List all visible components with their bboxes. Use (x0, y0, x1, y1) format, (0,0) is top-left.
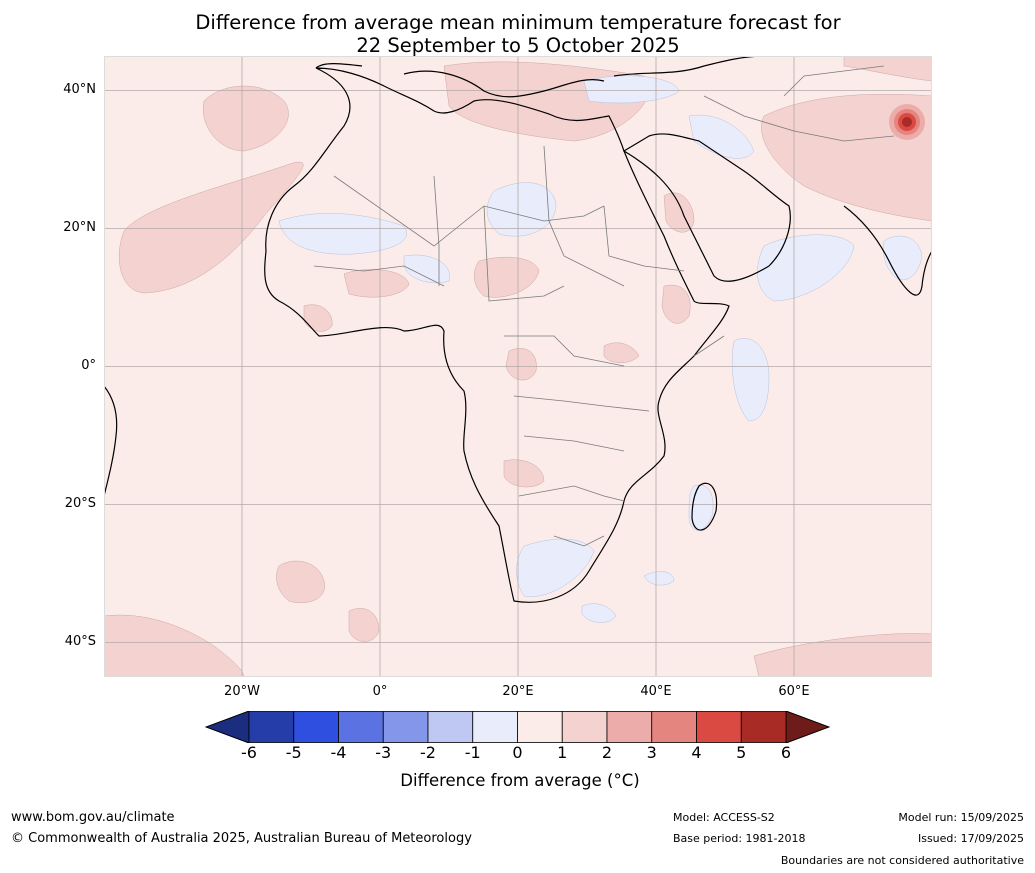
colorbar-segment (472, 711, 518, 743)
footer-model: Model: ACCESS-S2 (673, 811, 775, 824)
colorbar-segment (248, 711, 295, 743)
lon-label-20e: 20°E (502, 684, 534, 699)
colorbar-over-extension (785, 711, 830, 743)
lat-label-0: 0° (81, 358, 96, 373)
footer-issued: Issued: 17/09/2025 (917, 832, 1024, 845)
europe-coastline (315, 56, 765, 98)
footer-copyright: © Commonwealth of Australia 2025, Austra… (11, 831, 472, 846)
colorbar-tick-label: 3 (646, 743, 657, 762)
colorbar-segment (382, 711, 429, 743)
chart-title-line1: Difference from average mean minimum tem… (195, 11, 841, 34)
coastlines (104, 56, 932, 603)
colorbar-segment (517, 711, 563, 743)
colorbar-tick-label: 2 (601, 743, 613, 762)
chart-title-line2: 22 September to 5 October 2025 (356, 34, 680, 57)
colorbar-segment (740, 711, 787, 743)
hot-spot (889, 104, 925, 140)
colorbar (205, 711, 830, 743)
footer-base-period: Base period: 1981-2018 (673, 832, 806, 845)
colorbar-label: Difference from average (°C) (400, 771, 640, 790)
colorbar-segment (338, 711, 384, 743)
lat-label-40s: 40°S (64, 634, 96, 649)
lat-label-20n: 20°N (63, 220, 96, 235)
colorbar-tick-label: -4 (330, 743, 347, 762)
colorbar-tick-label: -6 (241, 743, 257, 762)
lat-label-20s: 20°S (64, 496, 96, 511)
india-coastline (843, 205, 932, 296)
lat-label-40n: 40°N (63, 82, 96, 97)
colorbar-tick-label: 1 (557, 743, 568, 762)
colorbar-segment (606, 711, 653, 743)
south-america-coastline (104, 385, 118, 497)
colorbar-tick-label: -1 (464, 743, 481, 762)
colorbar-segment (696, 711, 742, 743)
colorbar-tick-label: -2 (420, 743, 436, 762)
madagascar-coastline (691, 482, 718, 531)
colorbar-under-extension (205, 711, 250, 743)
arabia-coastline (622, 133, 791, 282)
lon-label-60e: 60°E (778, 684, 810, 699)
colorbar-tick-label: 4 (691, 743, 702, 762)
lon-label-0: 0° (372, 684, 388, 699)
colorbar-segment (293, 711, 339, 743)
colorbar-tick-label: 5 (736, 743, 747, 762)
colorbar-segment (651, 711, 697, 743)
colorbar-tick-label: -5 (285, 743, 302, 762)
country-borders (313, 65, 895, 547)
colorbar-segment (561, 711, 608, 743)
colorbar-tick-label: 0 (512, 743, 523, 762)
lon-label-20w: 20°W (224, 684, 260, 699)
footer-website: www.bom.gov.au/climate (11, 810, 175, 825)
cool-anomaly-regions (278, 75, 923, 623)
colorbar-tick-label: -3 (375, 743, 392, 762)
colorbar-segment (427, 711, 474, 743)
lon-label-40e: 40°E (640, 684, 672, 699)
africa-coastline (264, 67, 730, 603)
colorbar-tick-label: 6 (780, 743, 792, 762)
footer-boundaries-note: Boundaries are not considered authoritat… (780, 854, 1024, 867)
anomaly-map (104, 56, 932, 677)
footer-model-run: Model run: 15/09/2025 (898, 811, 1024, 824)
gridlines (104, 56, 932, 677)
